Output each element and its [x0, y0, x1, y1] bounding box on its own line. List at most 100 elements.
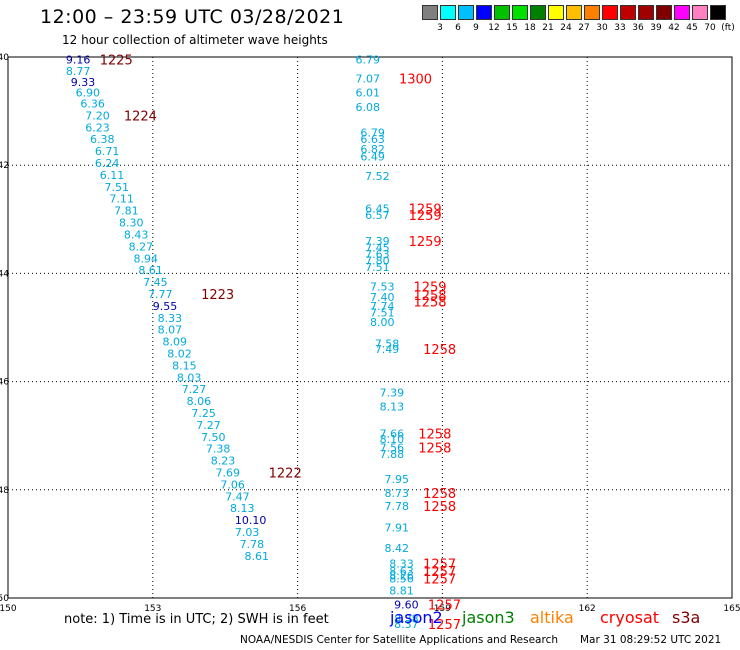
time-label: 1258: [423, 487, 456, 502]
satellite-legend-jason2: jason2: [390, 608, 443, 627]
color-swatch: [422, 5, 438, 20]
swh-value: 8.23: [211, 455, 236, 468]
time-label: 1258: [413, 296, 446, 311]
swh-value: 6.01: [356, 87, 381, 100]
swh-value: 6.08: [356, 101, 381, 114]
time-label: 1258: [418, 442, 451, 457]
swh-value: 7.38: [206, 443, 231, 456]
time-label: 1258: [418, 428, 451, 443]
color-swatch: [494, 5, 510, 20]
y-tick-label: -50: [0, 594, 9, 604]
swh-value: 8.94: [133, 252, 158, 265]
swh-value: 6.79: [356, 54, 381, 67]
color-scale-label: 12: [488, 23, 500, 33]
swh-value: 7.03: [235, 526, 260, 539]
time-label: 1224: [124, 109, 157, 124]
time-label: 1257: [428, 618, 461, 633]
swh-value: 7.53: [370, 280, 395, 293]
time-label: 1259: [409, 209, 442, 224]
color-scale-label: 15: [506, 23, 518, 33]
note-text: note: 1) Time is in UTC; 2) SWH is in fe…: [64, 612, 329, 627]
swh-value: 8.33: [158, 312, 183, 325]
time-label: 1257: [423, 557, 456, 572]
swh-value: 7.63: [365, 248, 390, 261]
swh-value: 8.43: [124, 228, 149, 241]
color-swatch: [710, 5, 726, 20]
time-label: 1259: [409, 202, 442, 217]
color-swatch: [530, 5, 546, 20]
time-label: 1225: [100, 54, 133, 69]
swh-value: 8.61: [138, 264, 163, 277]
swh-value: 8.63: [389, 565, 414, 578]
swh-value: 9.55: [153, 300, 178, 313]
swh-value: 9.60: [394, 598, 419, 611]
time-label: 1223: [201, 288, 234, 303]
swh-value: 6.36: [80, 98, 105, 111]
color-scale-label: 18: [524, 23, 536, 33]
color-scale-label: 42: [668, 23, 680, 33]
swh-value: 6.38: [90, 133, 115, 146]
swh-value: 8.13: [230, 502, 255, 515]
y-tick-label: -44: [0, 269, 9, 279]
swh-value: 7.56: [380, 442, 405, 455]
color-scale-label: 24: [560, 23, 572, 33]
swh-value: 6.90: [76, 87, 101, 100]
time-label: 1300: [399, 73, 432, 88]
color-swatch: [602, 5, 618, 20]
y-tick-label: -42: [0, 161, 9, 171]
swh-value: 6.79: [360, 127, 385, 140]
swh-value: 7.74: [370, 300, 395, 313]
swh-value: 6.11: [100, 169, 125, 182]
chart-title: 12:00 – 23:59 UTC 03/28/2021: [40, 6, 345, 28]
swh-value: 7.58: [375, 338, 400, 351]
swh-value: 7.51: [365, 261, 390, 274]
color-scale-label: 39: [650, 23, 662, 33]
time-label: 1222: [269, 466, 302, 481]
swh-value: 7.39: [365, 235, 390, 248]
time-label: 1258: [423, 500, 456, 515]
satellite-legend-altika: altika: [530, 608, 574, 627]
swh-value: 7.27: [196, 419, 221, 432]
swh-value: 6.71: [95, 145, 120, 158]
swh-value: 9.16: [66, 54, 91, 67]
color-swatch: [638, 5, 654, 20]
swh-value: 6.23: [85, 121, 110, 134]
swh-value: 8.03: [177, 371, 202, 384]
swh-value: 7.39: [380, 386, 405, 399]
color-scale-label: (ft): [721, 23, 735, 33]
color-swatch: [440, 5, 456, 20]
color-swatch: [566, 5, 582, 20]
x-tick-label: 162: [579, 604, 596, 614]
swh-value: 9.33: [71, 76, 96, 89]
swh-value: 6.63: [360, 133, 385, 146]
x-tick-label: 153: [144, 604, 161, 614]
swh-value: 8.10: [380, 433, 405, 446]
swh-value: 7.81: [114, 205, 139, 218]
color-swatch: [656, 5, 672, 20]
swh-value: 7.50: [201, 431, 226, 444]
swh-value: 8.37: [394, 618, 419, 631]
time-label: 1257: [423, 565, 456, 580]
swh-value: 8.38: [394, 613, 419, 626]
swh-value: 7.51: [370, 306, 395, 319]
color-swatch: [476, 5, 492, 20]
y-tick-label: -46: [0, 378, 9, 388]
swh-value: 7.20: [85, 109, 110, 122]
x-tick-label: 150: [0, 604, 17, 614]
swh-value: 8.30: [119, 217, 144, 230]
time-label: 1257: [428, 598, 461, 613]
swh-value: 7.95: [384, 473, 409, 486]
swh-value: 8.06: [187, 395, 212, 408]
color-swatch: [512, 5, 528, 20]
x-tick-label: 165: [723, 604, 740, 614]
swh-value: 10.10: [235, 514, 267, 527]
swh-value: 8.26: [389, 569, 414, 582]
swh-value: 8.33: [389, 557, 414, 570]
time-label: 1258: [423, 343, 456, 358]
footer-timestamp: Mar 31 08:29:52 UTC 2021: [580, 634, 722, 646]
time-label: 1259: [409, 235, 442, 250]
y-tick-label: -40: [0, 53, 9, 63]
swh-value: 7.80: [365, 254, 390, 267]
swh-value: 7.07: [356, 73, 381, 86]
